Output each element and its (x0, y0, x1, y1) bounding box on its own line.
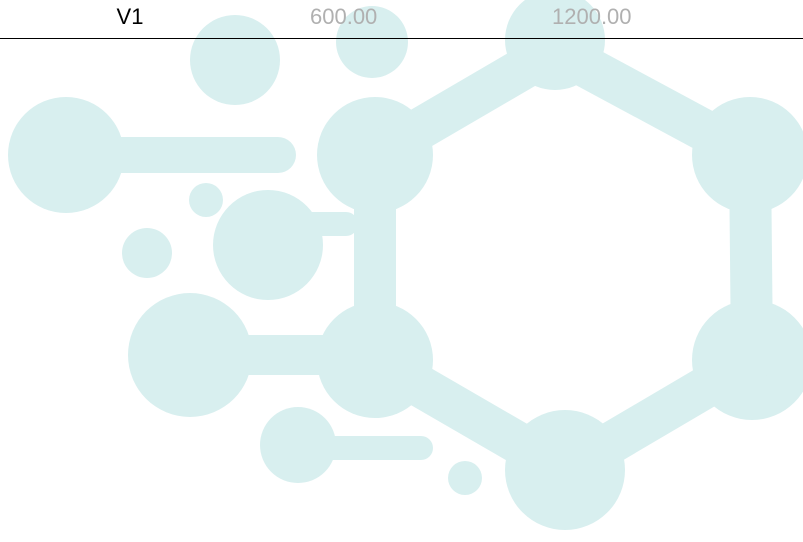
cell: 1200.00 (552, 3, 632, 31)
table-row: V1 600.00 1200.00 (0, 0, 803, 39)
molecule-decoration (0, 0, 803, 542)
cell: V1 (110, 3, 150, 31)
page: V1 600.00 1200.00 (0, 0, 803, 542)
cell: 600.00 (310, 3, 377, 31)
